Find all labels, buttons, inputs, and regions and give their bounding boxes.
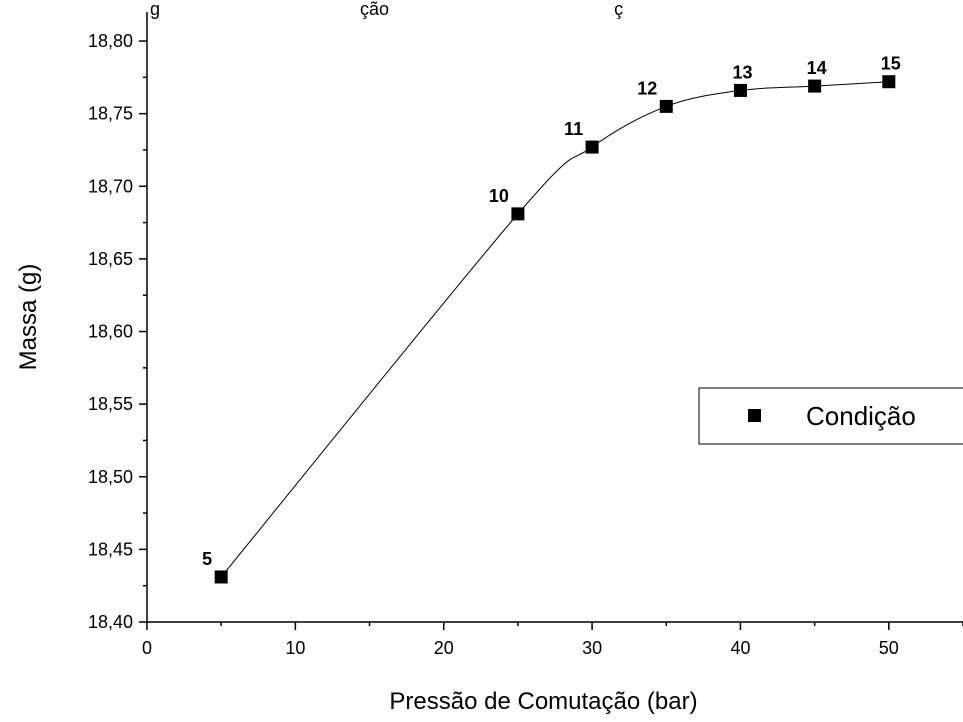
- series-line-condicao: [220, 81, 889, 578]
- legend-label: Condição: [806, 401, 916, 431]
- y-ticks: 18,40 18,45 18,50 18,55 18,60 18,65 18,70 18,75…: [88, 31, 147, 632]
- x-tick-label: 40: [730, 638, 750, 658]
- x-ticks: 0 10 20 30 40 50: [142, 622, 963, 658]
- y-tick-label: 18,70: [88, 176, 133, 196]
- data-point: [585, 140, 599, 154]
- legend: Condição: [698, 387, 963, 445]
- data-point-label: 5: [202, 549, 212, 569]
- legend-box: [698, 387, 963, 445]
- data-point: [882, 75, 896, 89]
- data-point-label: 15: [881, 54, 901, 74]
- legend-marker-square: [748, 409, 761, 422]
- data-point: [511, 207, 525, 221]
- y-tick-label: 18,40: [88, 612, 133, 632]
- x-tick-label: 50: [879, 638, 899, 658]
- x-tick-label: 0: [142, 638, 152, 658]
- y-tick-label: 18,45: [88, 539, 133, 559]
- x-axis-title: Pressão de Comutação (bar): [389, 688, 697, 715]
- data-point: [808, 79, 822, 93]
- data-point-label: 14: [807, 58, 827, 78]
- data-point: [214, 570, 228, 584]
- x-tick-label: 10: [285, 638, 305, 658]
- x-tick-label: 30: [582, 638, 602, 658]
- chart-top-title: g ção ç: [150, 0, 623, 19]
- y-tick-label: 18,50: [88, 467, 133, 487]
- y-tick-label: 18,60: [88, 322, 133, 342]
- data-point: [733, 83, 747, 97]
- y-axis-title: Massa (g): [15, 264, 42, 371]
- data-point-label: 10: [489, 186, 509, 206]
- y-tick-label: 18,55: [88, 394, 133, 414]
- y-tick-label: 18,65: [88, 249, 133, 269]
- point-labels: 5 10 11 12 13 14 15: [202, 54, 901, 569]
- x-tick-label: 20: [434, 638, 454, 658]
- data-point: [659, 99, 673, 113]
- y-tick-label: 18,80: [88, 31, 133, 51]
- y-tick-label: 18,75: [88, 104, 133, 124]
- data-point-label: 12: [637, 78, 657, 98]
- data-point-label: 13: [732, 62, 752, 82]
- series-points: [214, 75, 896, 584]
- data-point-label: 11: [564, 119, 583, 139]
- axes: [146, 12, 963, 623]
